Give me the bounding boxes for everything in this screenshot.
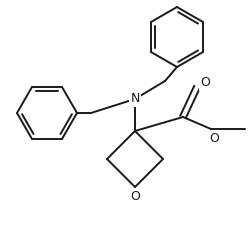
Text: O: O bbox=[200, 76, 210, 89]
Text: O: O bbox=[209, 132, 219, 146]
Text: N: N bbox=[130, 93, 140, 105]
Text: O: O bbox=[130, 190, 140, 203]
